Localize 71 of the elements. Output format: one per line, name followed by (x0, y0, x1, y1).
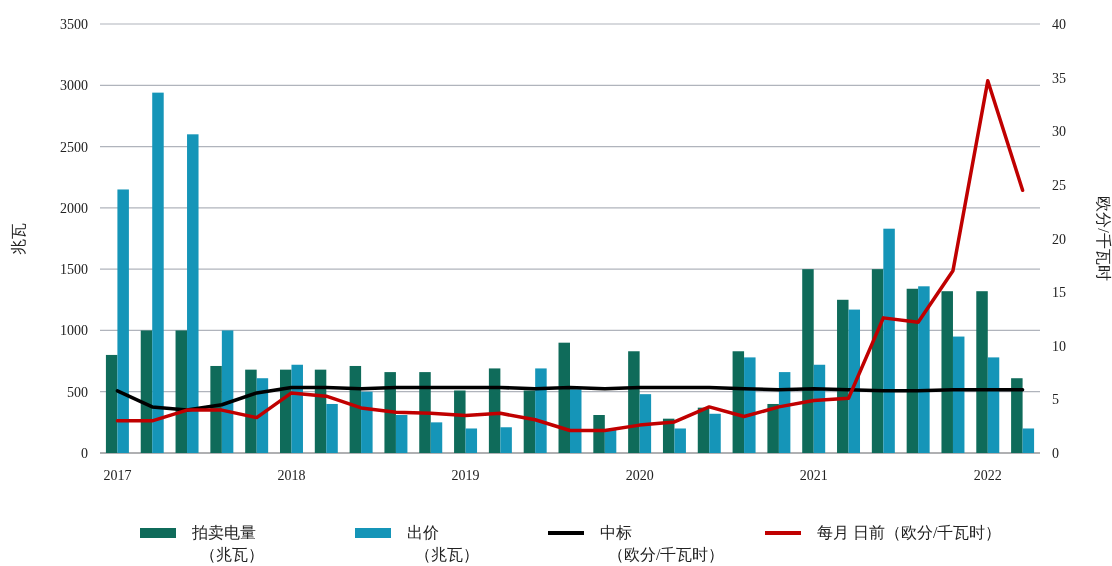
bar (245, 369, 257, 453)
x-tick-label: 2022 (973, 468, 1002, 483)
y-tick-label: 2000 (60, 200, 88, 216)
y2-tick-label: 15 (1052, 285, 1066, 301)
bar (361, 391, 373, 453)
bar (570, 389, 582, 453)
x-tick-label: 2021 (799, 468, 828, 483)
x-tick-label: 2018 (277, 468, 306, 483)
y2-tick-label: 30 (1052, 124, 1066, 140)
bar (326, 403, 338, 453)
legend-label: 出价（兆瓦） (407, 524, 479, 563)
y2-tick-label: 25 (1052, 177, 1066, 193)
y-axis-title: 兆瓦 (10, 222, 27, 255)
y-tick-label: 1500 (60, 262, 88, 278)
bar (837, 299, 849, 453)
bar (732, 351, 745, 453)
bar (140, 330, 153, 453)
bar (465, 428, 478, 453)
y-tick-label: 0 (81, 446, 88, 461)
bar (395, 415, 408, 453)
y-tick-label: 1000 (60, 323, 88, 339)
bar (500, 427, 512, 453)
bar (767, 403, 779, 453)
y2-tick-label: 0 (1052, 446, 1059, 461)
bar (117, 189, 129, 453)
bar (639, 394, 652, 453)
bar (105, 354, 118, 453)
bar (419, 372, 431, 453)
bar (1022, 428, 1035, 453)
bar (871, 269, 884, 453)
bar (535, 368, 547, 453)
bar (221, 330, 234, 453)
legend-label: 每月 日前（欧分/千瓦时） (817, 524, 1002, 541)
y-tick-label: 500 (67, 384, 88, 400)
bar (906, 288, 919, 453)
bar (744, 357, 756, 453)
bar (952, 336, 965, 453)
bar (175, 330, 188, 453)
bar (987, 357, 1000, 453)
bar (210, 365, 222, 453)
y2-tick-label: 20 (1052, 231, 1066, 247)
bar (941, 291, 953, 453)
y2-axis-title: 欧分/千瓦时 (1095, 196, 1112, 281)
y2-tick-label: 10 (1052, 338, 1066, 354)
bar (802, 269, 814, 453)
y2-tick-label: 5 (1052, 392, 1059, 408)
bar (918, 286, 930, 453)
bar (976, 291, 988, 453)
bar (709, 413, 721, 453)
bar (593, 415, 605, 453)
bar (454, 390, 466, 453)
y-tick-label: 3500 (60, 17, 88, 32)
bar (430, 422, 443, 453)
bar (291, 364, 303, 453)
legend-label: 拍卖电量（兆瓦） (191, 524, 264, 563)
bar (523, 390, 536, 453)
y2-tick-label: 35 (1052, 70, 1066, 86)
y2-tick-label: 40 (1052, 17, 1066, 32)
y-tick-label: 2500 (60, 139, 88, 155)
x-tick-label: 2017 (103, 468, 132, 483)
bar (1011, 378, 1023, 453)
bar (152, 92, 164, 453)
bar (674, 428, 686, 453)
bar (883, 228, 895, 453)
bar (187, 134, 199, 453)
x-tick-label: 2019 (451, 468, 480, 483)
bar (384, 372, 396, 453)
bar (628, 351, 640, 453)
legend-label: 中标（欧分/千瓦时） (600, 524, 725, 563)
y-tick-label: 3000 (60, 78, 88, 94)
x-tick-label: 2020 (625, 468, 654, 483)
